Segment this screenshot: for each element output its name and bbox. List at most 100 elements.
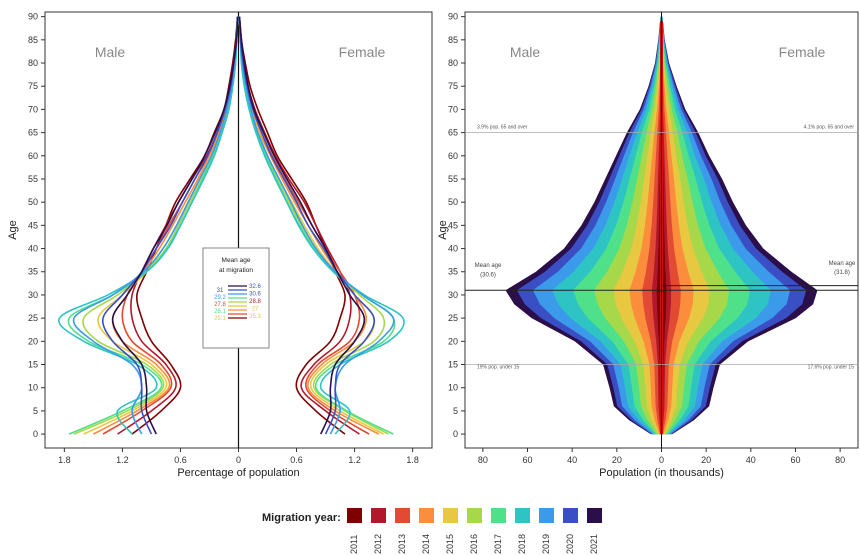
legend-year-label: 2021 (589, 533, 599, 554)
x-axis-label: Population (in thousands) (599, 467, 724, 479)
female-line-2021 (238, 16, 366, 435)
annotation-15-right: 17.6% pop. under 15 (808, 365, 855, 371)
y-tick-label: 5 (453, 406, 458, 416)
y-tick-label: 75 (448, 81, 458, 91)
y-tick-label: 15 (28, 360, 38, 370)
y-tick-label: 65 (448, 128, 458, 138)
female-line-2020 (238, 16, 376, 435)
legend-item-2014: 2014 (419, 508, 437, 554)
y-tick-label: 10 (448, 383, 458, 393)
y-tick-label: 40 (28, 244, 38, 254)
y-tick-label: 35 (448, 267, 458, 277)
legend-item-2021: 2021 (587, 508, 605, 554)
female-label: Female (339, 44, 386, 60)
female-label: Female (779, 44, 826, 60)
y-tick-label: 55 (448, 174, 458, 184)
legend-swatch (563, 508, 578, 523)
mean-age-right-2: (31.8) (834, 270, 850, 276)
annotation-15-left: 19% pop. under 15 (477, 365, 519, 371)
legend-swatch (491, 508, 506, 523)
legend-year-label: 2020 (565, 533, 575, 554)
legend-item-2013: 2013 (395, 508, 413, 554)
legend-year-label: 2016 (469, 533, 479, 554)
legend-item-2016: 2016 (467, 508, 485, 554)
inset-male-value: 25.1 (214, 316, 226, 322)
mean-age-left-1: Mean age (475, 263, 502, 269)
legend-item-2012: 2012 (371, 508, 389, 554)
legend-swatch (515, 508, 530, 523)
legend-swatch (419, 508, 434, 523)
y-tick-label: 30 (28, 290, 38, 300)
y-tick-label: 70 (448, 104, 458, 114)
x-tick-label: 80 (478, 455, 488, 465)
x-tick-label: 0.6 (290, 455, 303, 465)
legend-item-2019: 2019 (539, 508, 557, 554)
inset-female-value: 30.6 (249, 292, 261, 298)
inset-female-value: 32.6 (249, 284, 261, 290)
legend-year-label: 2018 (517, 533, 527, 554)
legend-year-label: 2017 (493, 533, 503, 554)
male-label: Male (95, 44, 126, 60)
female-line-2019 (238, 16, 395, 435)
y-tick-label: 80 (28, 58, 38, 68)
x-tick-label: 40 (746, 455, 756, 465)
inset-female-value: 25.3 (249, 314, 261, 320)
x-tick-label: 0 (659, 455, 664, 465)
y-axis-label: Age (437, 220, 449, 240)
inset-female-value: 27 (252, 307, 259, 313)
inset-male-value: 31 (217, 288, 224, 294)
y-tick-label: 90 (448, 12, 458, 22)
y-tick-label: 25 (28, 313, 38, 323)
y-tick-label: 45 (448, 220, 458, 230)
left-chart: 0 5 10 15 20 25 30 35 40 45 50 55 60 65 70 75 80 85 90 1.8 1… (7, 11, 433, 479)
x-tick-label: 0.6 (174, 455, 187, 465)
legend-swatch (371, 508, 386, 523)
y-tick-label: 20 (28, 336, 38, 346)
legend-item-2020: 2020 (563, 508, 581, 554)
legend-swatch (347, 508, 362, 523)
y-tick-label: 60 (28, 151, 38, 161)
x-tick-label: 40 (567, 455, 577, 465)
legend-swatch (539, 508, 554, 523)
inset-female-value: 28.8 (249, 299, 261, 305)
y-tick-label: 35 (28, 267, 38, 277)
y-tick-label: 85 (28, 35, 38, 45)
y-tick-label: 20 (448, 336, 458, 346)
legend-year-label: 2015 (445, 533, 455, 554)
male-label: Male (510, 44, 541, 60)
male-line-2019 (72, 16, 239, 435)
y-tick-label: 45 (28, 220, 38, 230)
y-tick-label: 25 (448, 313, 458, 323)
legend-item-2018: 2018 (515, 508, 533, 554)
x-tick-label: 0 (236, 455, 241, 465)
legend-swatch (443, 508, 458, 523)
y-axis-label: Age (7, 220, 19, 240)
x-tick-label: 60 (523, 455, 533, 465)
x-tick-label: 1.2 (348, 455, 361, 465)
y-tick-label: 5 (33, 406, 38, 416)
y-tick-label: 30 (448, 290, 458, 300)
y-tick-label: 65 (28, 128, 38, 138)
y-tick-label: 50 (448, 197, 458, 207)
legend-swatch (395, 508, 410, 523)
x-tick-label: 1.8 (58, 455, 71, 465)
legend-year-label: 2013 (397, 533, 407, 554)
legend-title: Migration year: (262, 512, 341, 524)
y-tick-label: 60 (448, 151, 458, 161)
y-tick-label: 55 (28, 174, 38, 184)
legend-item-2017: 2017 (491, 508, 509, 554)
x-tick-label: 20 (701, 455, 711, 465)
legend-year-label: 2014 (421, 533, 431, 554)
x-tick-label: 1.2 (116, 455, 129, 465)
y-tick-label: 85 (448, 35, 458, 45)
y-tick-label: 50 (28, 197, 38, 207)
legend-year-label: 2011 (349, 534, 359, 554)
y-tick-label: 75 (28, 81, 38, 91)
inset-title-1: Mean age (222, 257, 251, 264)
annotation-65-right: 4.1% pop. 65 and over (804, 125, 855, 131)
legend-swatch (587, 508, 602, 523)
y-tick-label: 15 (448, 360, 458, 370)
y-tick-label: 70 (28, 104, 38, 114)
mean-age-left-2: (30.6) (480, 272, 496, 278)
x-tick-label: 60 (790, 455, 800, 465)
